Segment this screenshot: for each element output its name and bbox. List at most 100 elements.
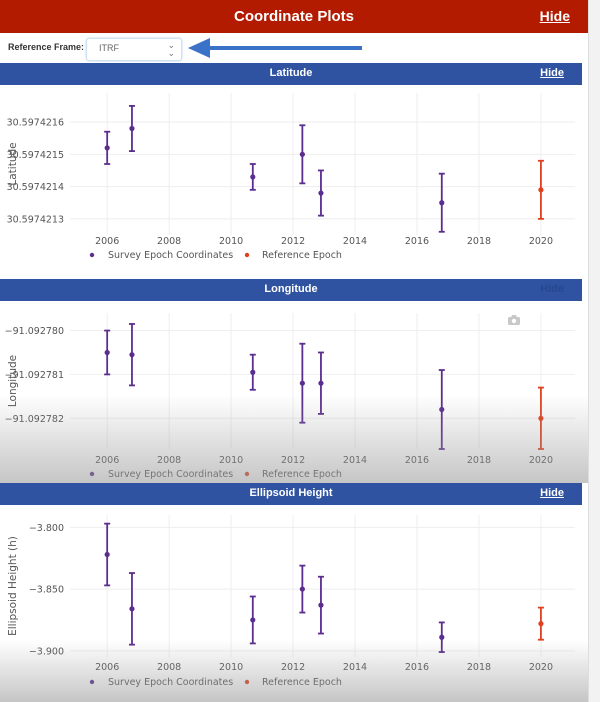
survey-epoch-point[interactable] xyxy=(299,342,306,424)
chart-svg: 2006 2008 2010 2012 2014 2016 2018 2020 −3.800 −3… xyxy=(7,515,575,688)
x-tick-label: 2016 xyxy=(405,455,429,466)
survey-epoch-point[interactable] xyxy=(249,163,256,191)
x-tick-label: 2014 xyxy=(343,455,367,466)
hide-latitude-link[interactable]: Hide xyxy=(540,67,564,79)
y-axis-label: Longitude xyxy=(7,355,19,407)
legend-reference-label: Reference Epoch xyxy=(262,250,342,261)
page-scrollbar[interactable] xyxy=(588,0,600,702)
longitude-section-header: Longitude Hide xyxy=(0,279,582,301)
chart-svg: 2006 2008 2010 2012 2014 2016 2018 2020 30.59742… xyxy=(7,93,575,261)
x-tick-label: 2018 xyxy=(467,662,491,673)
survey-epoch-point[interactable] xyxy=(317,351,324,415)
hide-longitude-link[interactable]: Hide xyxy=(540,283,564,295)
legend-reference-label: Reference Epoch xyxy=(262,469,342,480)
x-tick-label: 2008 xyxy=(157,455,181,466)
x-tick-label: 2016 xyxy=(405,662,429,673)
survey-epoch-point[interactable] xyxy=(249,595,256,645)
data-marker xyxy=(439,634,445,640)
longitude-title: Longitude xyxy=(264,283,318,295)
survey-epoch-point[interactable] xyxy=(128,105,135,152)
page-title: Coordinate Plots xyxy=(233,8,354,25)
survey-epoch-point[interactable] xyxy=(299,124,306,185)
y-axis-label: Latitude xyxy=(7,142,19,185)
y-tick-label: 30.5974215 xyxy=(7,150,64,161)
ellipsoid-height-section-header: Ellipsoid Height Hide xyxy=(0,483,582,505)
x-tick-label: 2020 xyxy=(529,662,553,673)
reference-frame-row: Reference Frame: ITRF ⌄ ⌄ xyxy=(0,33,588,63)
data-marker xyxy=(250,369,256,375)
legend-survey-marker xyxy=(89,471,95,477)
latitude-plot[interactable]: 2006 2008 2010 2012 2014 2016 2018 2020 30.59742… xyxy=(0,85,588,275)
data-marker xyxy=(129,606,135,612)
annotation-arrow-icon xyxy=(188,38,362,58)
hide-all-link[interactable]: Hide xyxy=(539,8,570,24)
data-marker xyxy=(129,352,135,358)
data-marker xyxy=(104,551,110,558)
x-tick-label: 2012 xyxy=(281,236,305,247)
legend-survey-label: Survey Epoch Coordinates xyxy=(108,469,233,480)
x-tick-label: 2012 xyxy=(281,455,305,466)
survey-epoch-point[interactable] xyxy=(104,130,111,165)
legend-survey-marker xyxy=(89,679,95,685)
data-marker xyxy=(299,380,305,386)
data-marker xyxy=(318,380,324,386)
chart-svg: 2006 2008 2010 2012 2014 2016 2018 2020 −91.0927… xyxy=(5,313,575,480)
survey-epoch-point[interactable] xyxy=(299,564,306,614)
hide-ellipsoid-height-link[interactable]: Hide xyxy=(540,487,564,499)
legend-reference-marker xyxy=(244,679,250,685)
data-marker xyxy=(104,349,110,356)
x-tick-label: 2020 xyxy=(529,236,553,247)
latitude-title: Latitude xyxy=(269,67,313,79)
camera-icon[interactable] xyxy=(508,315,520,325)
y-tick-label: −91.092782 xyxy=(5,414,64,425)
legend-reference-marker xyxy=(244,471,250,477)
survey-epoch-point[interactable] xyxy=(249,353,256,391)
reference-frame-select[interactable]: ITRF ⌄ ⌄ xyxy=(86,38,182,61)
legend-survey-label: Survey Epoch Coordinates xyxy=(108,250,233,261)
data-marker xyxy=(318,190,324,196)
ellipsoid-height-plot[interactable]: 2006 2008 2010 2012 2014 2016 2018 2020 −3.800 −3… xyxy=(0,505,588,702)
x-tick-label: 2018 xyxy=(467,455,491,466)
y-axis-label: Ellipsoid Height (h) xyxy=(7,536,19,636)
reference-frame-value: ITRF xyxy=(99,43,119,53)
data-marker xyxy=(538,415,544,421)
x-tick-label: 2006 xyxy=(95,455,119,466)
data-marker xyxy=(250,174,256,180)
data-marker xyxy=(439,200,445,206)
legend: Survey Epoch Coordinates Reference Epoch xyxy=(89,677,342,688)
x-tick-label: 2014 xyxy=(343,662,367,673)
reference-epoch-point[interactable] xyxy=(537,606,544,641)
survey-epoch-point[interactable] xyxy=(438,369,445,450)
y-tick-label: −91.092781 xyxy=(5,370,64,381)
survey-epoch-point[interactable] xyxy=(317,575,324,635)
legend-reference-label: Reference Epoch xyxy=(262,677,342,688)
x-tick-label: 2018 xyxy=(467,236,491,247)
longitude-plot[interactable]: 2006 2008 2010 2012 2014 2016 2018 2020 −91.0927… xyxy=(0,301,588,483)
legend-survey-label: Survey Epoch Coordinates xyxy=(108,677,233,688)
y-tick-label: −91.092780 xyxy=(5,326,64,337)
chevron-down-icon: ⌄ ⌄ xyxy=(167,40,175,58)
survey-epoch-point[interactable] xyxy=(438,172,445,233)
survey-epoch-point[interactable] xyxy=(438,621,445,653)
x-tick-label: 2016 xyxy=(405,236,429,247)
legend-reference-marker xyxy=(244,252,250,258)
reference-epoch-point[interactable] xyxy=(537,386,544,450)
reference-epoch-point[interactable] xyxy=(537,159,544,220)
x-tick-label: 2008 xyxy=(157,236,181,247)
data-marker xyxy=(318,602,324,608)
coordinate-plots-header: Coordinate Plots Hide xyxy=(0,0,588,33)
survey-epoch-point[interactable] xyxy=(128,572,135,646)
x-tick-label: 2006 xyxy=(95,236,119,247)
reference-frame-label: Reference Frame: xyxy=(8,42,85,52)
x-tick-label: 2014 xyxy=(343,236,367,247)
survey-epoch-point[interactable] xyxy=(104,329,111,376)
legend-survey-marker xyxy=(89,252,95,258)
legend: Survey Epoch Coordinates Reference Epoch xyxy=(89,469,342,480)
y-tick-label: −3.900 xyxy=(29,646,64,657)
data-marker xyxy=(299,151,305,157)
y-tick-label: 30.5974216 xyxy=(7,118,64,129)
survey-epoch-point[interactable] xyxy=(128,323,135,387)
survey-epoch-point[interactable] xyxy=(104,522,111,587)
data-marker xyxy=(299,586,305,592)
survey-epoch-point[interactable] xyxy=(317,169,324,217)
